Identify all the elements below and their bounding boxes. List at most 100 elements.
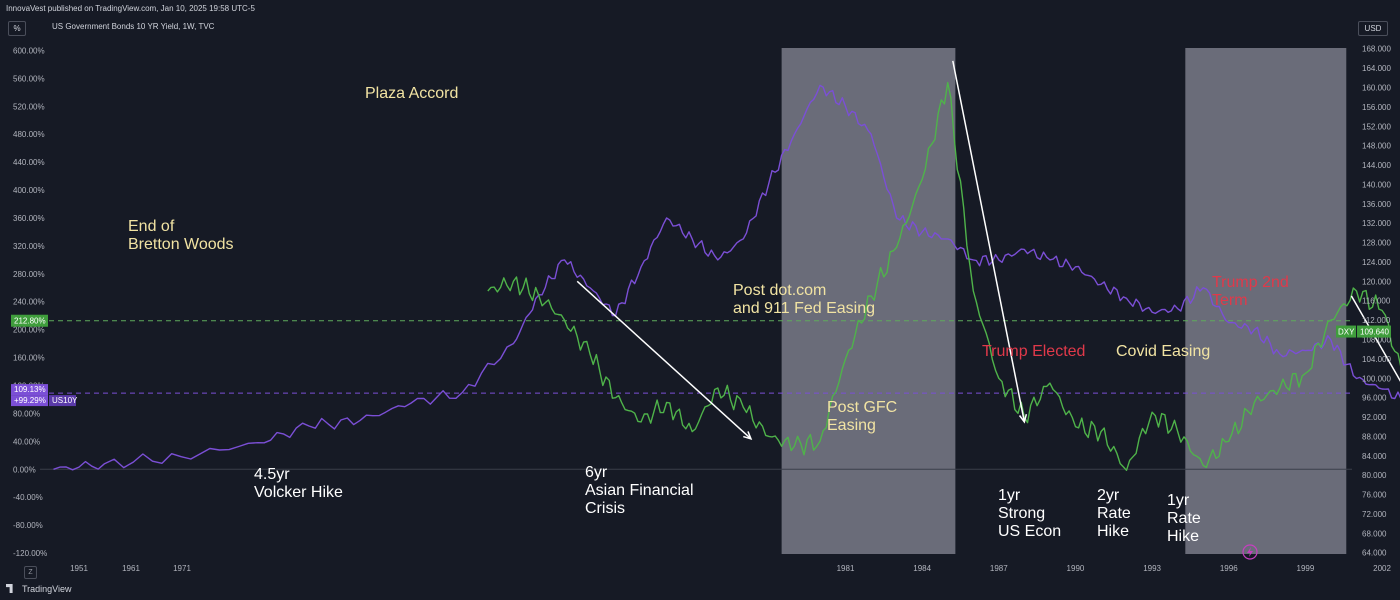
tradingview-logo-icon [6,584,13,593]
right-tick-label: 136.000 [1362,200,1391,209]
period-label: Rate [1097,505,1131,522]
trend-arrow [576,280,753,441]
series-group [53,81,1400,471]
series-line-dxy [487,81,1400,471]
x-tick-label: 1981 [837,564,855,573]
period-label: 4.5yr [254,466,290,483]
dxy-ref-badge-bg [11,314,48,327]
x-tick-label: 1987 [990,564,1008,573]
annotation-trump2: Term [1212,292,1248,309]
right-tick-label: 128.000 [1362,239,1391,248]
right-tick-label: 88.000 [1362,432,1387,441]
right-tick-label: 112.000 [1362,316,1391,325]
x-tick-label: 2002 [1373,564,1391,573]
left-tick-label: 0.00% [13,465,36,474]
annotation-bretton: Bretton Woods [128,236,234,253]
right-tick-label: 104.000 [1362,355,1391,364]
right-tick-label: 100.000 [1362,374,1391,383]
x-tick-label: 1951 [70,564,88,573]
trend-arrow-line [576,280,752,440]
trend-arrow-head [743,431,753,441]
us10y-name-badge-text: US10Y [52,396,78,405]
annotation-plaza: Plaza Accord [365,85,458,102]
right-tick-label: 68.000 [1362,529,1387,538]
left-tick-label: 560.00% [13,74,45,83]
left-tick-label: 40.00% [13,437,40,446]
lightning-icon-ring [1242,544,1258,560]
zoom-reset-button[interactable]: Z [24,566,37,579]
right-tick-label: 140.000 [1362,180,1391,189]
period-label: Strong [998,505,1045,522]
annotation-bretton: End of [128,218,175,235]
left-tick-label: 520.00% [13,102,45,111]
reference-lines [40,320,1352,394]
right-tick-label: 108.000 [1362,335,1391,344]
x-tick-label: 1999 [1297,564,1315,573]
dxy-ref-badge-text: 212.80% [14,317,46,326]
right-tick-label: 168.000 [1362,45,1391,54]
right-tick-label: 148.000 [1362,142,1391,151]
trend-arrow [952,60,1028,424]
left-tick-label: 360.00% [13,214,45,223]
period-label: Hike [1167,528,1199,545]
left-tick-label: 480.00% [13,130,45,139]
dxy-name-badge-bg [1336,325,1356,338]
dxy-price-badge-text: 109.640 [1360,328,1389,337]
right-tick-label: 144.000 [1362,161,1391,170]
tradingview-logo[interactable]: TradingView [6,584,72,594]
x-tick-label: 1984 [913,564,931,573]
x-tick-label: 1990 [1067,564,1085,573]
right-tick-label: 92.000 [1362,413,1387,422]
currency-button[interactable]: USD [1358,21,1388,36]
shaded-period [1185,48,1347,554]
x-tick-label: 1993 [1143,564,1161,573]
left-tick-label: -40.00% [13,493,43,502]
symbol-title[interactable]: US Government Bonds 10 YR Yield, 1W, TVC [52,22,215,31]
right-tick-label: 64.000 [1362,549,1387,558]
right-tick-label: 160.000 [1362,83,1391,92]
us10y-price-badge-text: 109.13% [14,385,46,394]
period-label: 1yr [1167,492,1190,509]
percent-scale-button[interactable]: % [8,21,26,36]
right-tick-label: 124.000 [1362,258,1391,267]
annotation-gfc: Easing [827,417,876,434]
us10y-change-badge-bg [11,395,48,407]
right-tick-label: 132.000 [1362,219,1391,228]
right-tick-label: 84.000 [1362,452,1387,461]
left-tick-label: 160.00% [13,354,45,363]
x-axis: 1951 1961 1971 1981 1984 1987 1990 1993 1996 1999… [70,564,1391,573]
footer [0,580,1400,600]
lightning-icon-bolt [1247,547,1253,557]
us10y-price-badge-bg [11,384,48,396]
right-axis: 168.000 164.000 160.000 156.000 152.000 148.0… [1362,45,1391,558]
x-tick-label: 1996 [1220,564,1238,573]
annotation-gfc: Post GFC [827,399,897,416]
left-tick-label: -80.00% [13,521,43,530]
period-label: US Econ [998,523,1061,540]
trend-arrow-line [952,60,1026,423]
period-label: Asian Financial [585,482,694,499]
right-tick-label: 80.000 [1362,471,1387,480]
trend-arrow-head [1018,413,1028,424]
period-label: 2yr [1097,487,1120,504]
left-tick-label: 400.00% [13,186,45,195]
us10y-change-badge-text: +99.29% [14,396,46,405]
period-label: Crisis [585,500,625,517]
period-label: Hike [1097,523,1129,540]
annotation-trump2: Trump 2nd [1212,274,1289,291]
dxy-price-badge-bg [1357,325,1391,338]
left-tick-label: 240.00% [13,298,45,307]
period-label: Rate [1167,510,1201,527]
annotation-covid: Covid Easing [1116,343,1210,360]
right-tick-label: 164.000 [1362,64,1391,73]
left-tick-label: 320.00% [13,242,45,251]
left-tick-label: -120.00% [13,549,47,558]
period-label: 6yr [585,464,608,481]
us10y-name-badge-bg [49,395,76,407]
series-line-us10y [53,84,1400,471]
right-tick-label: 72.000 [1362,510,1387,519]
x-tick-label: 1971 [173,564,191,573]
left-tick-label: 80.00% [13,409,40,418]
